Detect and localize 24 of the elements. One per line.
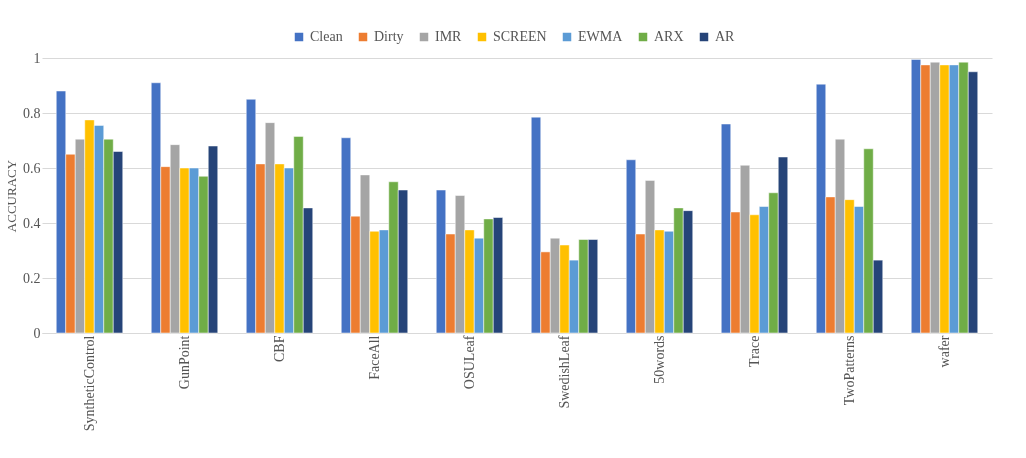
x-tick-label: SyntheticControl	[81, 335, 97, 432]
y-axis-title: ACCURACY	[4, 159, 19, 233]
x-tick-label: SwedishLeaf	[556, 335, 572, 409]
legend-label: ARX	[654, 29, 684, 44]
legend-label: Dirty	[374, 29, 404, 44]
x-tick-label: 50words	[651, 335, 667, 384]
x-tick-label: wafer	[936, 335, 952, 368]
legend-label: Clean	[310, 29, 343, 44]
x-tick-label: CBF	[271, 335, 287, 362]
x-tick-label: Trace	[746, 335, 762, 367]
y-tick-label: 1	[33, 50, 41, 66]
y-tick-label: 0.8	[23, 105, 41, 121]
y-tick-label: 0.6	[23, 160, 41, 176]
x-tick-label: OSULeaf	[461, 335, 477, 390]
x-tick-label: GunPoint	[176, 335, 192, 390]
legend-label: EWMA	[578, 29, 624, 44]
x-tick-label: TwoPatterns	[841, 335, 857, 406]
legend-label: AR	[715, 29, 736, 44]
y-tick-label: 0.4	[23, 215, 41, 231]
legend-label: IMR	[435, 29, 463, 44]
y-tick-label: 0.2	[23, 270, 41, 286]
y-tick-label: 0	[33, 325, 41, 341]
x-tick-label: FaceAll	[366, 335, 382, 380]
legend-label: SCREEN	[493, 29, 547, 44]
